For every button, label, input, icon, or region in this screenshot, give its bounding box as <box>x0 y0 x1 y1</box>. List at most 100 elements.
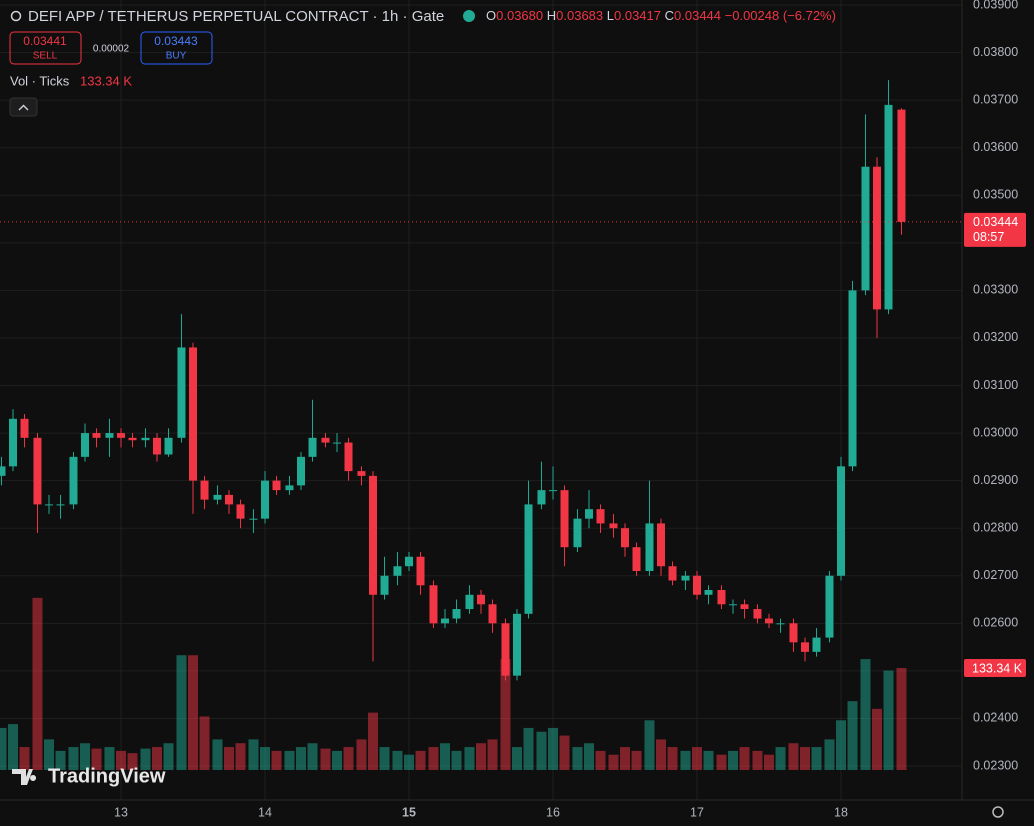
candle-body <box>56 504 65 506</box>
y-tick-label: 0.03000 <box>973 425 1018 439</box>
candle-body <box>0 466 6 476</box>
volume-bar <box>620 747 630 770</box>
chart-title[interactable]: DEFI APP / TETHERUS PERPETUAL CONTRACT ·… <box>28 8 444 25</box>
volume-bar <box>379 747 390 770</box>
volume-bar <box>271 750 282 770</box>
volume-bar <box>415 750 426 770</box>
y-tick-label: 0.03600 <box>973 140 1018 154</box>
volume-bar <box>559 735 570 770</box>
volume-bar <box>811 747 822 770</box>
y-tick-label: 0.03100 <box>973 378 1018 392</box>
volume-bar <box>836 720 846 770</box>
candle-body <box>609 523 618 529</box>
sell-button[interactable] <box>9 31 82 65</box>
candle-body <box>69 456 78 505</box>
last-price-label: 0.03444 <box>973 215 1018 229</box>
candle-body <box>200 480 209 500</box>
candle-body <box>873 166 881 310</box>
ohlc-change: −0.00248 (−6.72%) <box>725 8 836 23</box>
volume-bar <box>320 748 331 770</box>
volume-bar <box>8 724 18 770</box>
volume-bar <box>523 727 534 770</box>
volume-bar <box>343 747 354 770</box>
volume-bar <box>883 670 894 770</box>
volume-bar <box>800 747 810 770</box>
candle-body <box>452 609 461 619</box>
candle-body <box>272 480 281 491</box>
candle-body <box>573 518 582 548</box>
grid-layer <box>0 0 962 800</box>
volume-bar <box>512 747 522 770</box>
candle-body <box>549 490 557 492</box>
buy-label[interactable]: BUY <box>166 51 187 62</box>
ohlc-legend: O0.03680 H0.03683 L0.03417 C0.03444 −0.0… <box>486 8 836 23</box>
volume-value: 133.34 K <box>80 73 132 88</box>
volume-bar <box>775 747 786 770</box>
candle-body <box>501 623 510 676</box>
volume-bar <box>356 739 367 770</box>
volume-bar <box>188 655 198 770</box>
y-tick-label: 0.03800 <box>973 45 1018 59</box>
volume-bar <box>332 750 342 770</box>
volume-bar <box>235 743 246 770</box>
candle-body <box>117 433 125 438</box>
y-tick-label: 0.03200 <box>973 330 1018 344</box>
sell-label[interactable]: SELL <box>33 51 58 62</box>
ohlc-value: 0.03680 <box>496 8 543 23</box>
x-tick-label: 13 <box>114 805 128 819</box>
volume-badge-label: 133.34 K <box>972 661 1023 675</box>
candle-body <box>513 613 521 676</box>
candle-body <box>416 556 425 586</box>
volume-bar <box>428 747 439 770</box>
candle-body <box>717 590 726 605</box>
candle-body <box>441 618 449 624</box>
candle-body <box>333 442 341 444</box>
volume-badge <box>964 658 1026 677</box>
volume-bar <box>703 750 714 770</box>
volume-bar <box>224 747 234 770</box>
settings-button[interactable] <box>992 806 1004 818</box>
buy-price[interactable]: 0.03443 <box>154 34 198 48</box>
candle-body <box>321 437 330 443</box>
collapse-button[interactable] <box>9 97 38 117</box>
volume-bar <box>91 748 102 770</box>
candle-body <box>369 475 377 595</box>
y-tick-label: 0.02700 <box>973 568 1018 582</box>
candle-body <box>128 437 137 441</box>
volume-bar <box>764 754 774 770</box>
candle-body <box>740 604 749 610</box>
candle-body <box>704 590 713 595</box>
buy-button[interactable] <box>140 31 213 65</box>
candle-body <box>884 104 893 310</box>
volume-bar <box>824 739 835 770</box>
candle-body <box>729 604 737 606</box>
volume-bar <box>116 750 126 770</box>
candle-body <box>344 442 353 472</box>
candle-body <box>524 504 533 614</box>
volume-bar <box>656 739 666 770</box>
candle-body <box>789 623 798 643</box>
candle-body <box>380 575 389 595</box>
volume-bar <box>476 743 486 770</box>
volume-bar <box>296 747 306 770</box>
volume-bar <box>248 739 259 770</box>
candle-body <box>585 509 593 519</box>
candle-body <box>141 437 150 441</box>
ohlc-value: 0.03683 <box>556 8 603 23</box>
x-tick-label: 18 <box>834 805 848 819</box>
volume-bar <box>80 743 90 770</box>
volume-bar <box>44 739 54 770</box>
y-tick-label: 0.02300 <box>973 758 1018 772</box>
volume-bar <box>595 750 606 770</box>
sell-price[interactable]: 0.03441 <box>23 34 67 48</box>
candle-body <box>897 109 906 222</box>
brand-logo <box>12 769 37 785</box>
ohlc-value: 0.03417 <box>614 8 661 23</box>
candle-body <box>537 490 546 505</box>
ohlc-name: O <box>486 8 496 23</box>
volume-bar <box>788 743 799 770</box>
volume-bar <box>260 747 270 770</box>
volume-bar <box>440 743 450 770</box>
